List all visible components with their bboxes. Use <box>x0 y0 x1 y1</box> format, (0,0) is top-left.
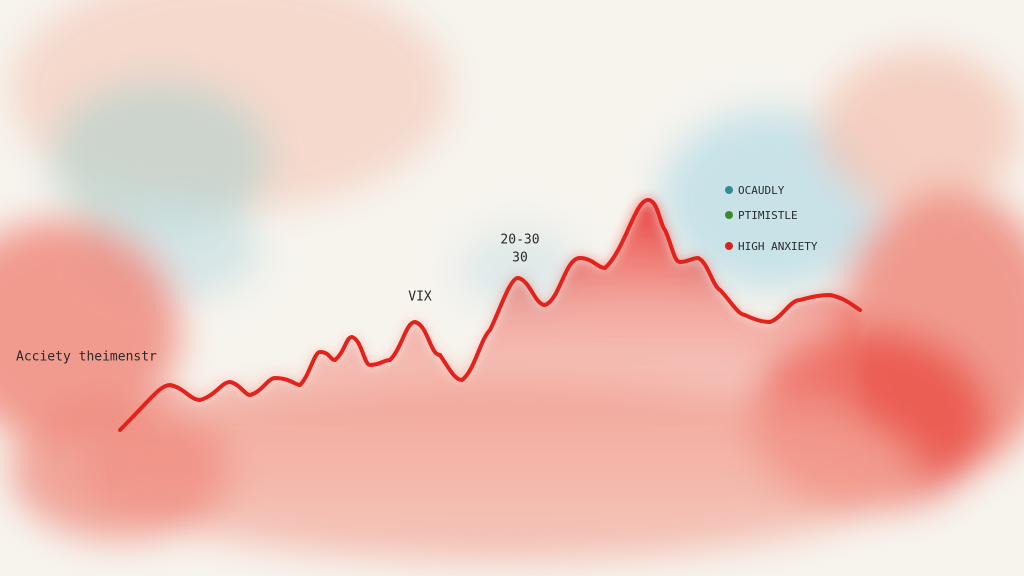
legend-label: HIGH ANXIETY <box>738 240 818 253</box>
legend-swatch <box>725 242 733 250</box>
vix-label: VIX <box>408 290 432 305</box>
trend-line <box>118 197 862 432</box>
legend-label: OCAUDLY <box>738 184 785 197</box>
level-label: 30 <box>512 251 528 266</box>
area-wash <box>120 200 860 500</box>
side-label: Acciety theimenstr <box>16 350 157 365</box>
legend-swatch <box>725 211 733 219</box>
legend-swatch <box>725 186 733 194</box>
legend-label: PTIMISTLE <box>738 209 798 222</box>
range-label: 20-30 <box>500 233 539 248</box>
legend: OCAUDLY PTIMISTLE HIGH ANXIETY <box>725 184 818 253</box>
